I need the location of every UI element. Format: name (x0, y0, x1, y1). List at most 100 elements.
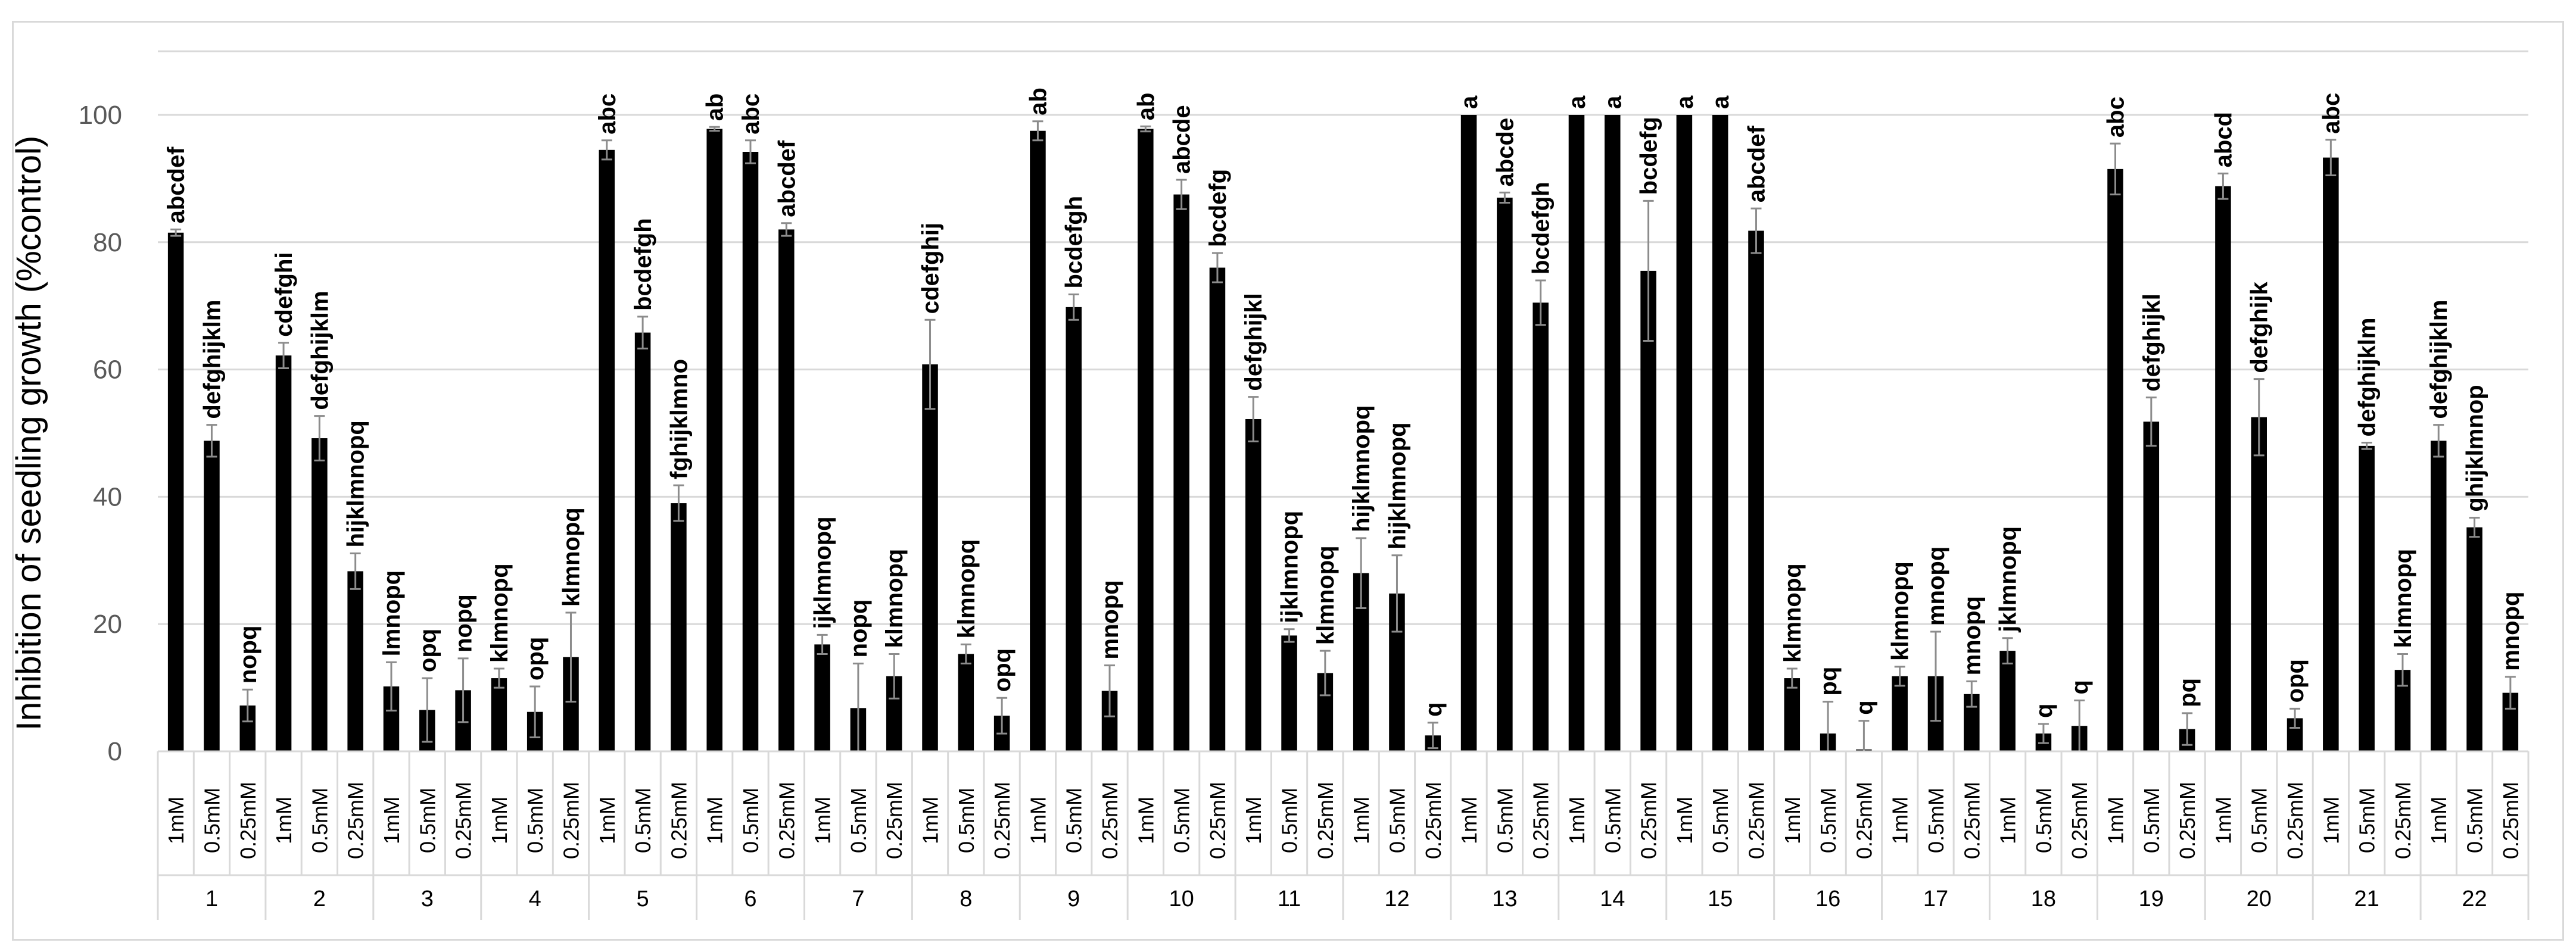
bar (1138, 129, 1154, 751)
bar (2323, 157, 2339, 751)
concentration-label: 1mM (1457, 797, 1481, 844)
x-axis (157, 750, 2530, 920)
error-bar (1068, 293, 1079, 321)
bar (778, 229, 795, 751)
error-bar (1786, 667, 1798, 689)
error-bar (1930, 630, 1941, 722)
bar (167, 232, 184, 751)
group-label: 14 (1600, 886, 1625, 911)
concentration-label: 0.25mM (344, 782, 368, 859)
concentration-label: 0.5mM (2463, 788, 2487, 853)
concentration-label: 1mM (1672, 797, 1697, 844)
concentration-label: 1mM (2427, 797, 2451, 844)
bar (1532, 302, 1549, 752)
error-bar (1535, 279, 1546, 326)
bar (491, 678, 507, 751)
error-bar (1140, 125, 1151, 133)
significance-label: a (1708, 95, 1734, 109)
significance-label: pq (2175, 678, 2201, 707)
error-bar (2433, 424, 2444, 458)
significance-label: abcdef (163, 146, 189, 224)
bar (1748, 230, 1764, 752)
error-bar (889, 653, 900, 700)
bar (1173, 194, 1189, 751)
significance-label: nopq (846, 600, 872, 658)
bar (1605, 115, 1621, 751)
concentration-label: 0.5mM (1062, 788, 1086, 853)
concentration-label: 1mM (703, 797, 727, 844)
significance-label: fghijklmno (666, 359, 692, 479)
group-label: 20 (2247, 886, 2272, 911)
error-bar (1211, 252, 1223, 283)
error-bar (709, 126, 720, 132)
concentration-label: 0.25mM (990, 782, 1014, 859)
significance-label: hijklmnopq (343, 420, 369, 547)
concentration-label: 1mM (2211, 797, 2235, 844)
y-axis-tick-labels: 0 20 40 60 80 100 (79, 101, 122, 766)
bar (706, 129, 722, 751)
concentration-label: 0.25mM (1206, 782, 1230, 859)
error-bar (1966, 680, 1977, 708)
concentration-label: 0.5mM (1816, 788, 1840, 853)
bar (2466, 527, 2482, 751)
error-bar (2290, 707, 2301, 729)
significance-label: defghijk (2247, 282, 2273, 373)
error-bar (1104, 664, 1116, 717)
significance-label: cdefghij (918, 223, 944, 314)
concentration-label: 1mM (1888, 797, 1912, 844)
significance-label: lmnopq (379, 570, 405, 656)
concentration-label: 1mM (918, 797, 943, 844)
significance-label: mnopq (1097, 580, 1123, 659)
significance-label: abc (594, 93, 621, 135)
error-bar (2505, 676, 2516, 710)
significance-label: abc (2318, 93, 2344, 134)
concentration-label: 0.5mM (2139, 788, 2164, 853)
group-label: 12 (1384, 886, 1409, 911)
bar (1460, 115, 1477, 751)
significance-label: ijklmnopq (810, 516, 836, 629)
bar (671, 503, 687, 751)
group-label: 1 (205, 886, 218, 911)
bar (1568, 115, 1585, 751)
significance-label: opq (415, 629, 441, 672)
concentration-label: 1mM (379, 797, 404, 844)
significance-label: a (1564, 95, 1590, 109)
error-bar (278, 342, 289, 369)
bar (1030, 130, 1046, 752)
significance-label: abcdef (1743, 126, 1770, 203)
concentration-label: 0.5mM (1170, 788, 1194, 853)
group-label: 10 (1169, 886, 1194, 911)
concentration-label: 1mM (2104, 797, 2128, 844)
concentration-label: 0.5mM (2032, 788, 2056, 853)
significance-label: ghijklmnop (2462, 385, 2488, 511)
bar (2143, 422, 2160, 751)
significance-label: bcdefgh (630, 218, 656, 311)
error-bar (565, 611, 577, 703)
significance-label: klmnopq (558, 507, 584, 607)
significance-label: opq (989, 648, 1016, 692)
significance-label: bcdefg (1636, 117, 1662, 195)
significance-label: klmnopq (1887, 561, 1914, 661)
bar (1640, 270, 1656, 751)
error-bar (1858, 720, 1870, 753)
significance-label: bcdefgh (1061, 196, 1088, 289)
bar (312, 438, 328, 751)
error-bar (385, 661, 397, 712)
concentration-label: 0.25mM (666, 782, 691, 859)
bars (167, 115, 2519, 752)
bar (1209, 267, 1226, 751)
group-labels: 1 2 3 4 5 6 7 8 9 10 11 12 13 14 15 16 17 18 19 20 21 22 (205, 886, 2487, 911)
error-bar (817, 633, 828, 655)
concentration-label: 0.5mM (1600, 788, 1625, 853)
significance-label: klmnopq (881, 549, 908, 648)
error-bar (1427, 722, 1438, 750)
error-bar (1499, 191, 1510, 204)
error-bar (1894, 666, 1905, 687)
group-label: 3 (421, 886, 434, 911)
concentration-label: 0.25mM (2067, 782, 2092, 859)
concentration-label: 1mM (1565, 797, 1589, 844)
error-bar (1319, 650, 1331, 697)
chart-frame (12, 21, 2564, 941)
significance-label: abcd (2210, 112, 2237, 167)
